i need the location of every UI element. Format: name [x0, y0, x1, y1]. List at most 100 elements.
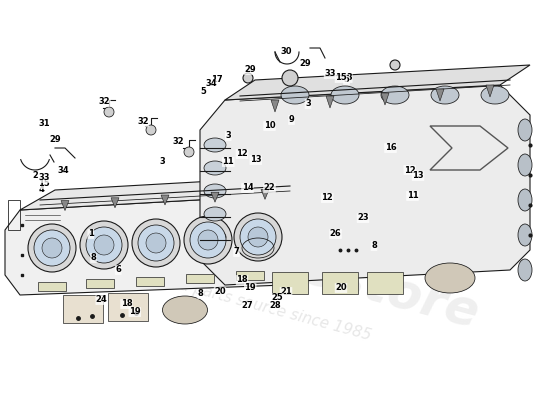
Text: 5: 5 — [201, 88, 206, 96]
Text: 19: 19 — [244, 284, 256, 292]
Ellipse shape — [518, 259, 532, 281]
Text: 4: 4 — [39, 186, 44, 194]
Ellipse shape — [518, 189, 532, 211]
Polygon shape — [271, 100, 279, 112]
Ellipse shape — [204, 161, 226, 175]
Text: 12: 12 — [321, 194, 333, 202]
Ellipse shape — [518, 154, 532, 176]
Text: 34: 34 — [206, 80, 218, 88]
Circle shape — [146, 125, 156, 135]
Text: 28: 28 — [269, 302, 281, 310]
Text: 33: 33 — [324, 70, 336, 78]
Text: 7: 7 — [234, 248, 239, 256]
Ellipse shape — [281, 86, 309, 104]
Circle shape — [132, 219, 180, 267]
Polygon shape — [111, 198, 119, 208]
Text: 29: 29 — [299, 60, 311, 68]
Circle shape — [138, 225, 174, 261]
Circle shape — [146, 233, 166, 253]
Bar — [63, 295, 103, 323]
Text: 27: 27 — [241, 302, 254, 310]
Polygon shape — [225, 65, 530, 100]
Text: 15: 15 — [38, 180, 50, 188]
Text: 3: 3 — [160, 158, 165, 166]
Ellipse shape — [204, 207, 226, 221]
Text: euromarestore: euromarestore — [66, 182, 484, 338]
Bar — [272, 272, 308, 294]
Ellipse shape — [481, 86, 509, 104]
Bar — [38, 282, 66, 291]
Circle shape — [104, 107, 114, 117]
Text: 16: 16 — [384, 144, 397, 152]
Bar — [322, 272, 358, 294]
Text: 3: 3 — [226, 132, 231, 140]
Bar — [136, 277, 164, 286]
Text: 8: 8 — [91, 254, 96, 262]
Text: 15: 15 — [335, 74, 347, 82]
Circle shape — [198, 230, 218, 250]
Circle shape — [240, 219, 276, 255]
Bar — [86, 279, 114, 288]
Circle shape — [34, 230, 70, 266]
Text: 29: 29 — [244, 66, 256, 74]
Circle shape — [94, 235, 114, 255]
Text: 18: 18 — [236, 276, 248, 284]
Text: 14: 14 — [241, 184, 254, 192]
Text: 12: 12 — [236, 150, 248, 158]
Text: 33: 33 — [39, 174, 50, 182]
Circle shape — [184, 147, 194, 157]
Text: 31: 31 — [38, 120, 50, 128]
Text: 20: 20 — [335, 284, 347, 292]
Circle shape — [234, 213, 282, 261]
Ellipse shape — [204, 138, 226, 152]
Text: 11: 11 — [222, 158, 234, 166]
Circle shape — [190, 222, 226, 258]
Ellipse shape — [162, 296, 207, 324]
Circle shape — [86, 227, 122, 263]
Ellipse shape — [204, 230, 226, 244]
Text: 8: 8 — [371, 242, 377, 250]
Polygon shape — [5, 195, 305, 295]
Ellipse shape — [331, 86, 359, 104]
Polygon shape — [326, 96, 334, 108]
Ellipse shape — [381, 86, 409, 104]
Ellipse shape — [431, 86, 459, 104]
Polygon shape — [436, 89, 444, 101]
Text: 25: 25 — [272, 294, 284, 302]
Text: 23: 23 — [357, 214, 369, 222]
Polygon shape — [211, 192, 219, 202]
Text: 17: 17 — [211, 76, 223, 84]
Text: a parts source since 1985: a parts source since 1985 — [178, 277, 372, 343]
Text: 32: 32 — [173, 138, 185, 146]
Text: 19: 19 — [129, 308, 141, 316]
Text: 5: 5 — [344, 76, 349, 84]
Text: 29: 29 — [49, 136, 61, 144]
Text: 2: 2 — [33, 172, 39, 180]
Polygon shape — [200, 85, 530, 285]
Text: 6: 6 — [116, 266, 121, 274]
Ellipse shape — [425, 263, 475, 293]
Circle shape — [28, 224, 76, 272]
Ellipse shape — [204, 184, 226, 198]
Text: 30: 30 — [280, 48, 292, 56]
Text: 10: 10 — [263, 122, 276, 130]
Text: 11: 11 — [406, 192, 419, 200]
Text: 34: 34 — [57, 166, 69, 174]
Text: 18: 18 — [120, 300, 133, 308]
Text: 3: 3 — [305, 100, 311, 108]
Text: 32: 32 — [137, 118, 149, 126]
Text: 32: 32 — [98, 98, 111, 106]
Text: 21: 21 — [280, 288, 292, 296]
Bar — [367, 272, 403, 294]
Text: 8: 8 — [198, 290, 204, 298]
Polygon shape — [381, 93, 389, 105]
Text: 13: 13 — [412, 172, 424, 180]
Circle shape — [390, 60, 400, 70]
Bar — [186, 274, 214, 283]
Text: 24: 24 — [96, 296, 108, 304]
Polygon shape — [20, 175, 320, 210]
Text: 26: 26 — [329, 230, 342, 238]
Bar — [236, 271, 264, 280]
Bar — [8, 200, 20, 230]
Text: 3: 3 — [346, 74, 352, 82]
